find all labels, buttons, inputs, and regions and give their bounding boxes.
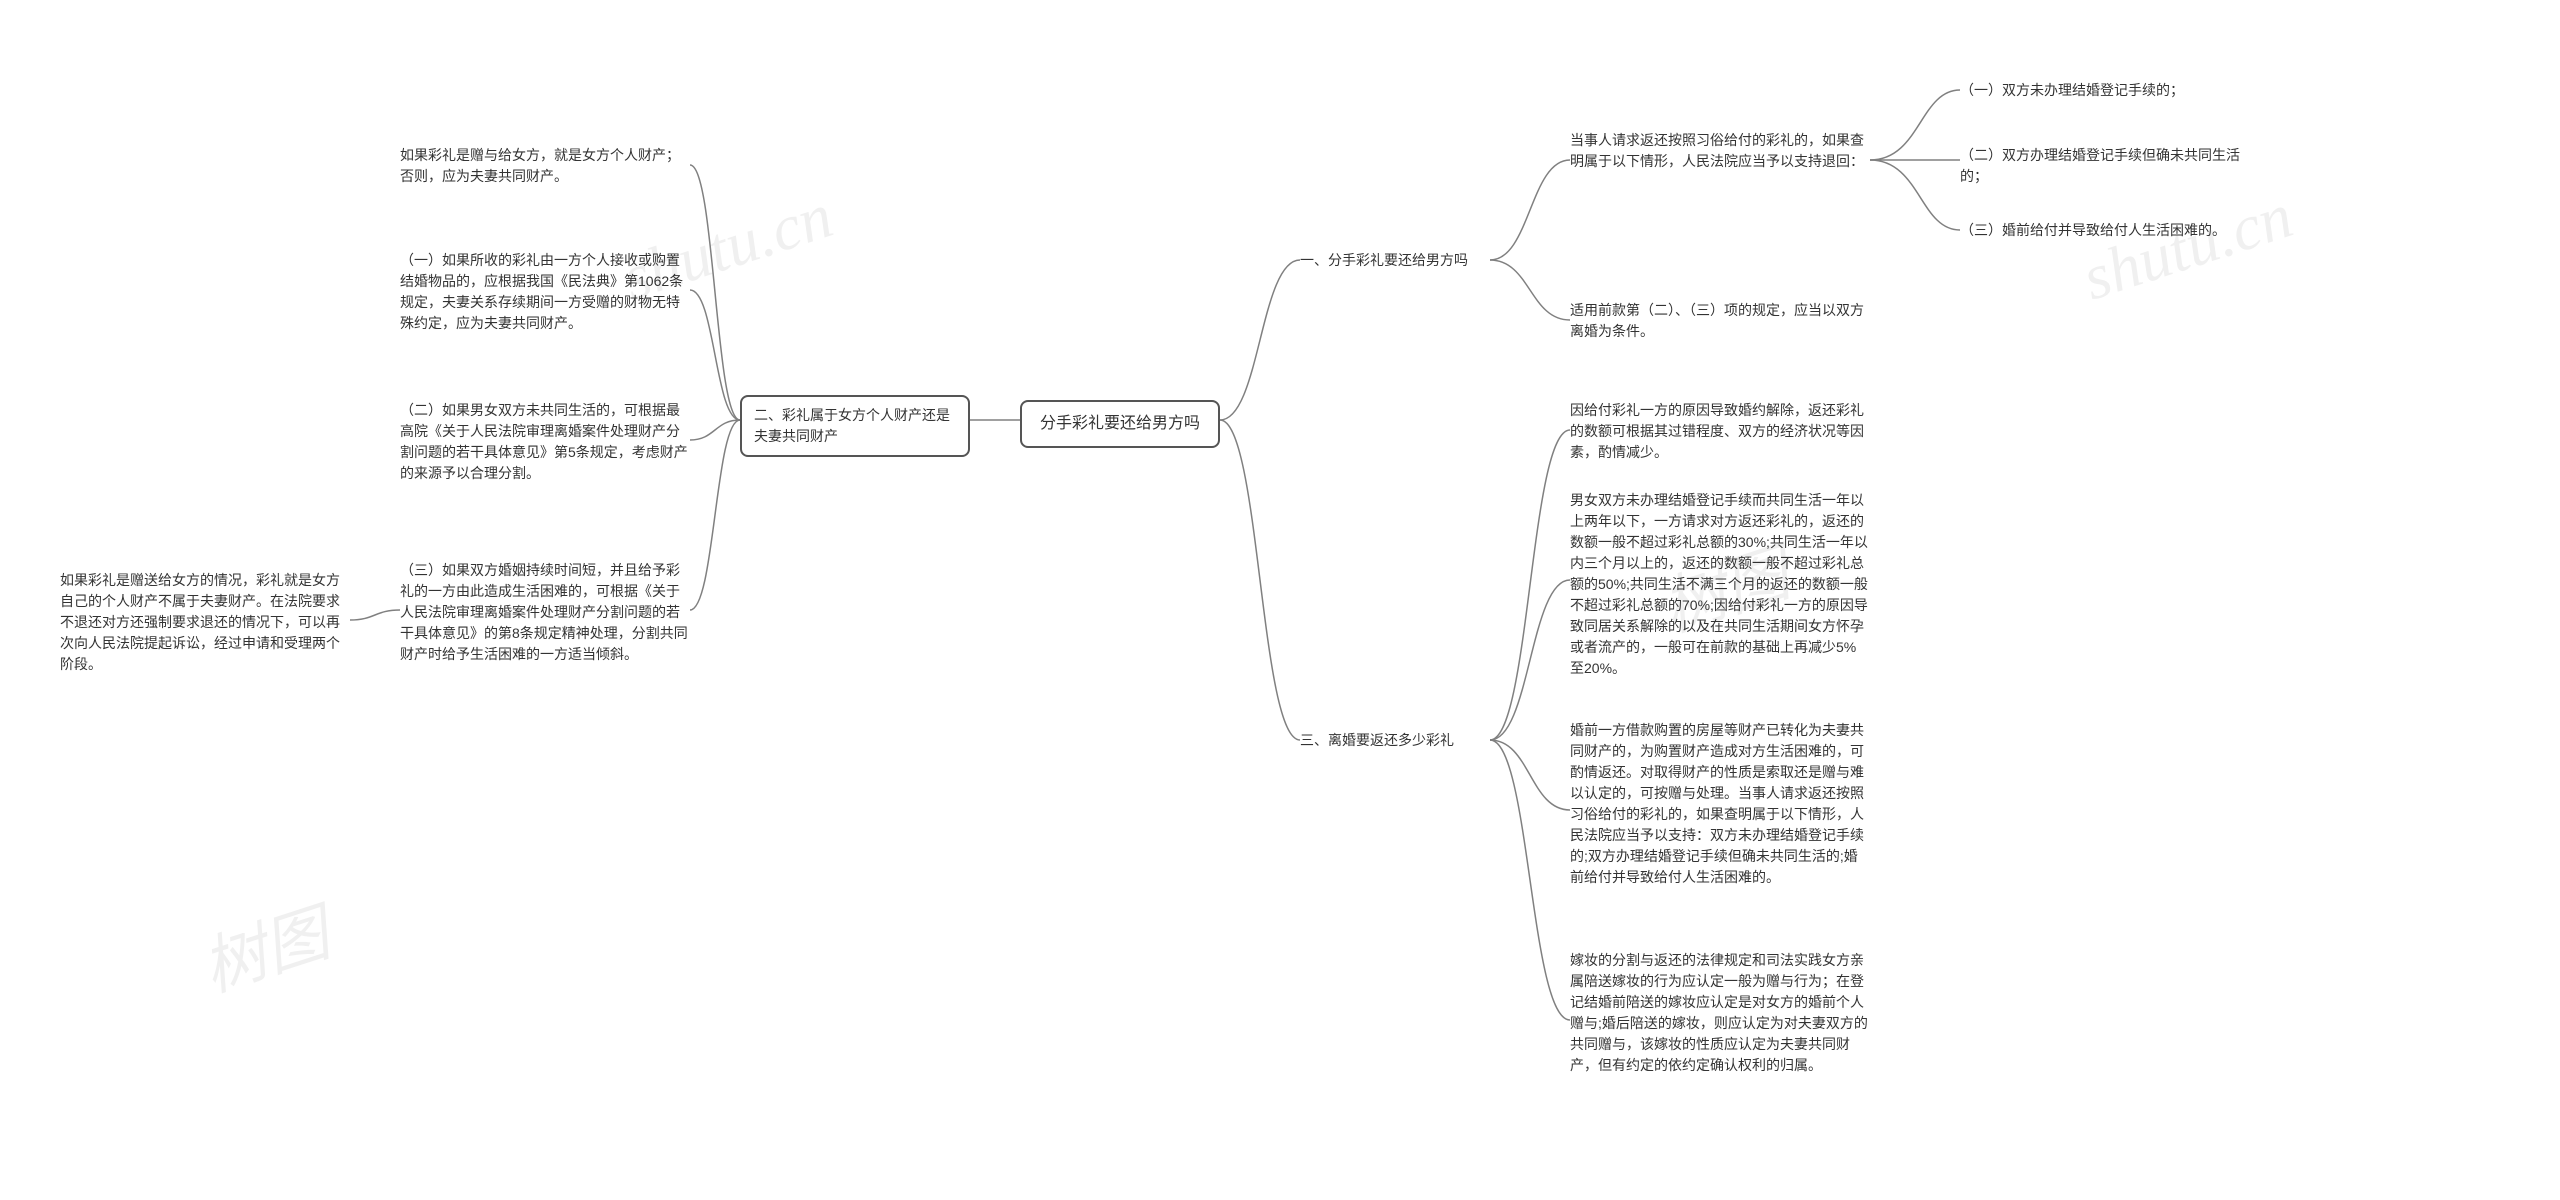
section2-p3-extra: 如果彩礼是赠送给女方的情况，彩礼就是女方自己的个人财产不属于夫妻财产。在法院要求… [60, 570, 350, 675]
section2-p3: （三）如果双方婚姻持续时间短，并且给予彩礼的一方由此造成生活困难的，可根据《关于… [400, 560, 690, 665]
section2-p2: （二）如果男女双方未共同生活的，可根据最高院《关于人民法院审理离婚案件处理财产分… [400, 400, 690, 484]
section1-sub3: （三）婚前给付并导致给付人生活困难的。 [1960, 220, 2260, 241]
watermark: shutu.cn [2074, 179, 2301, 316]
section2-title: 二、彩礼属于女方个人财产还是夫妻共同财产 [740, 395, 970, 457]
section3-title: 三、离婚要返还多少彩礼 [1300, 730, 1500, 751]
section3-p3: 婚前一方借款购置的房屋等财产已转化为夫妻共同财产的，为购置财产造成对方生活困难的… [1570, 720, 1870, 888]
section2-p1: （一）如果所收的彩礼由一方个人接收或购置结婚物品的，应根据我国《民法典》第106… [400, 250, 690, 334]
section3-p4: 嫁妆的分割与返还的法律规定和司法实践女方亲属陪送嫁妆的行为应认定一般为赠与行为；… [1570, 950, 1870, 1076]
section1-sub2: （二）双方办理结婚登记手续但确未共同生活的； [1960, 145, 2260, 187]
section3-p1: 因给付彩礼一方的原因导致婚约解除，返还彩礼的数额可根据其过错程度、双方的经济状况… [1570, 400, 1870, 463]
watermark: 树图 [189, 882, 339, 1009]
section1-sub1: （一）双方未办理结婚登记手续的； [1960, 80, 2260, 101]
section1-item2: 适用前款第（二）、（三）项的规定，应当以双方离婚为条件。 [1570, 300, 1870, 342]
section1-item1-intro: 当事人请求返还按照习俗给付的彩礼的，如果查明属于以下情形，人民法院应当予以支持退… [1570, 130, 1870, 172]
root-node: 分手彩礼要还给男方吗 [1020, 400, 1220, 448]
section1-title: 一、分手彩礼要还给男方吗 [1300, 250, 1500, 271]
section3-p2: 男女双方未办理结婚登记手续而共同生活一年以上两年以下，一方请求对方返还彩礼的，返… [1570, 490, 1870, 679]
section2-p0: 如果彩礼是赠与给女方，就是女方个人财产；否则，应为夫妻共同财产。 [400, 145, 690, 187]
